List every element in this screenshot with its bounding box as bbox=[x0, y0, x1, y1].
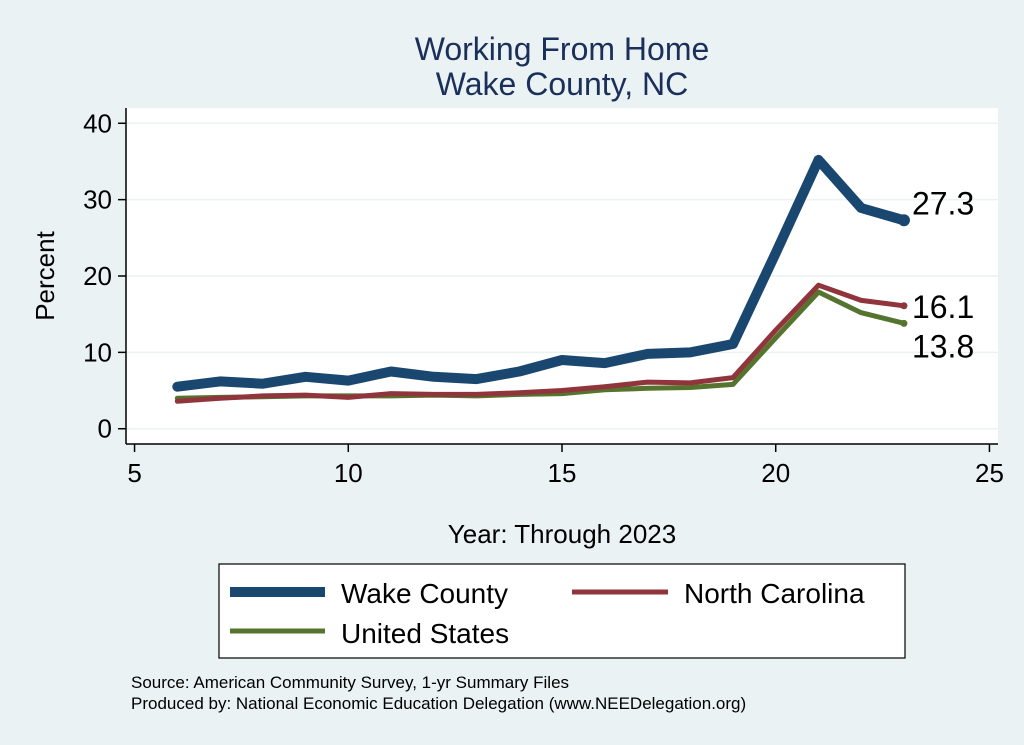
chart-title-line-1: Working From Home bbox=[415, 31, 710, 67]
series-endpoint-wake-county bbox=[897, 214, 910, 227]
x-tick-label-5: 5 bbox=[127, 458, 141, 488]
end-label-north-carolina: 16.1 bbox=[912, 289, 974, 325]
y-axis-title: Percent bbox=[30, 230, 60, 320]
end-label-wake-county: 27.3 bbox=[912, 185, 974, 221]
x-tick-label-25: 25 bbox=[975, 458, 1004, 488]
chart-title-line-2: Wake County, NC bbox=[436, 66, 689, 102]
legend-label-wake-county: Wake County bbox=[341, 578, 508, 609]
legend-label-united-states: United States bbox=[341, 618, 509, 649]
x-tick-label-20: 20 bbox=[761, 458, 790, 488]
x-axis-title: Year: Through 2023 bbox=[448, 519, 676, 549]
grid-lines bbox=[126, 122, 998, 430]
series-endpoint-north-carolina bbox=[900, 302, 908, 310]
end-labels: 27.3 16.113.8 bbox=[912, 185, 974, 364]
source-note: Source: American Community Survey, 1-yr … bbox=[131, 673, 569, 692]
legend-box bbox=[218, 563, 906, 659]
series-lines bbox=[172, 154, 910, 404]
y-tick-label-30: 30 bbox=[83, 185, 112, 215]
y-tick-label-10: 10 bbox=[83, 337, 112, 367]
x-tick-label-15: 15 bbox=[548, 458, 577, 488]
y-tick-label-20: 20 bbox=[83, 261, 112, 291]
axes: 0 10 20 30 40 5 10 15 20 25 bbox=[83, 108, 1004, 488]
series-endpoint-united-states bbox=[900, 319, 908, 327]
series-line-north-carolina bbox=[174, 282, 907, 404]
series-line-wake-county bbox=[172, 154, 909, 392]
y-tick-label-0: 0 bbox=[98, 414, 112, 444]
y-tick-label-40: 40 bbox=[83, 108, 112, 138]
legend-label-north-carolina: North Carolina bbox=[684, 578, 865, 609]
produced-by-note: Produced by: National Economic Education… bbox=[131, 694, 746, 713]
end-label-united-states: 13.8 bbox=[912, 328, 974, 364]
x-tick-label-10: 10 bbox=[334, 458, 363, 488]
